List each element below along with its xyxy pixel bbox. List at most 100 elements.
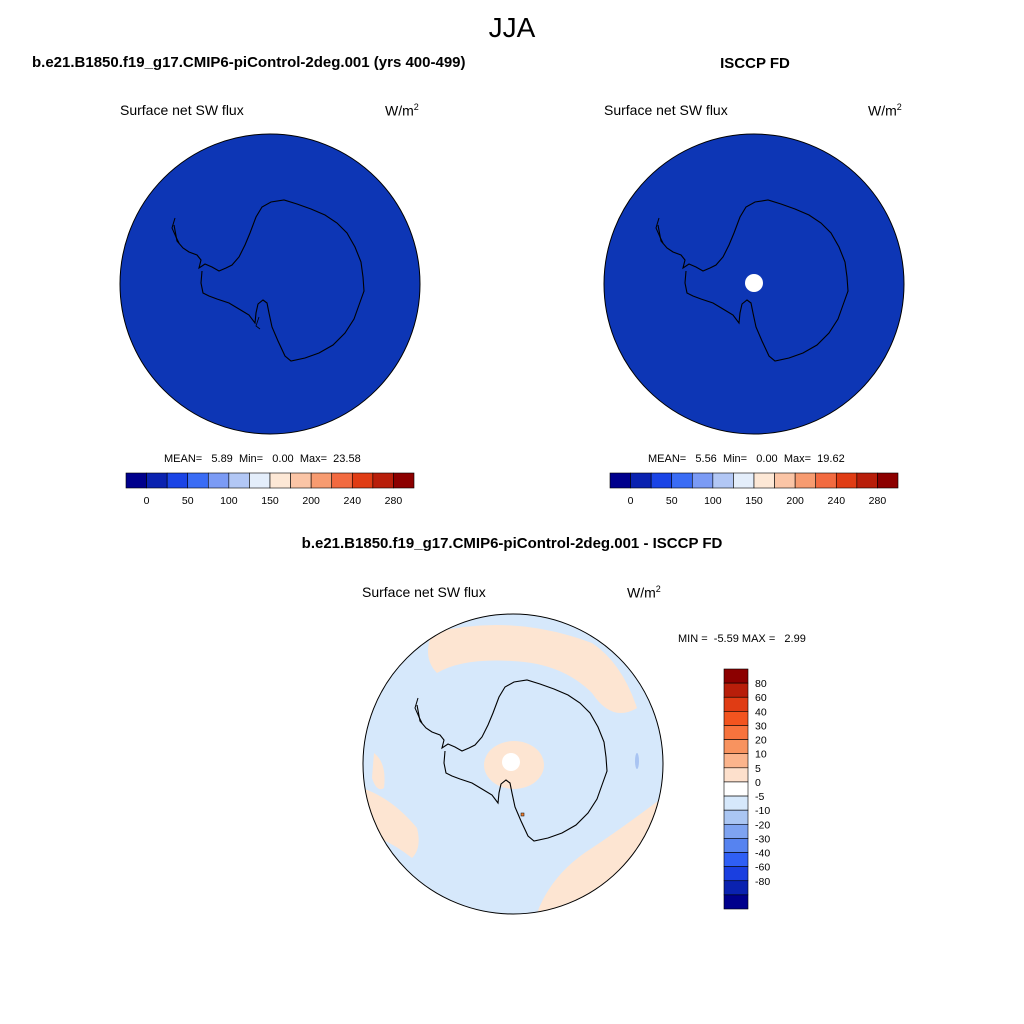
diff-max-label: MAX = bbox=[741, 633, 776, 645]
colorbar-tick-label: 50 bbox=[666, 495, 678, 507]
panel1-units-base: W/m bbox=[385, 102, 414, 119]
colorbar-swatch bbox=[671, 472, 693, 489]
colorbar-swatch bbox=[723, 880, 749, 896]
panel2-mean-label: MEAN= bbox=[648, 453, 687, 465]
colorbar-tick-label: 100 bbox=[704, 495, 722, 507]
colorbar-swatch bbox=[723, 852, 749, 867]
colorbar-swatch bbox=[393, 472, 415, 489]
colorbar-swatch bbox=[815, 472, 837, 489]
colorbar-tick-label: 100 bbox=[220, 495, 238, 507]
colorbar-swatch bbox=[723, 767, 749, 783]
colorbar-swatch bbox=[125, 472, 147, 489]
colorbar-swatch bbox=[753, 472, 775, 489]
colorbar-tick-label: 0 bbox=[755, 777, 761, 789]
colorbar-swatch bbox=[249, 472, 271, 489]
panel2-max-label: Max= bbox=[783, 453, 812, 465]
coast-detail bbox=[255, 316, 261, 330]
colorbar-tick-label: 40 bbox=[755, 706, 767, 718]
polar-missing-data bbox=[745, 274, 763, 292]
colorbar-swatch bbox=[290, 472, 312, 489]
panel2-colorbar: 050100150200240280320 bbox=[609, 472, 899, 507]
season-title: JJA bbox=[488, 12, 536, 43]
panel1-max-label: Max= bbox=[299, 453, 328, 465]
colorbar-tick-label: 0 bbox=[144, 495, 150, 507]
colorbar-tick-label: -10 bbox=[755, 805, 770, 817]
panel1-map bbox=[119, 133, 421, 435]
diff-variable: Surface net SW flux bbox=[362, 584, 486, 600]
colorbar-swatch bbox=[166, 472, 189, 489]
colorbar-tick-label: -80 bbox=[755, 876, 770, 888]
panel2-min: 0.00 bbox=[756, 453, 778, 465]
colorbar-swatch bbox=[723, 739, 749, 755]
colorbar-swatch bbox=[794, 472, 817, 489]
colorbar-tick-label: 10 bbox=[755, 749, 767, 761]
colorbar-tick-label: 150 bbox=[745, 495, 763, 507]
antarctic-peninsula bbox=[655, 217, 664, 244]
colorbar-tick-label: 50 bbox=[182, 495, 194, 507]
panel1-title: b.e21.B1850.f19_g17.CMIP6-piControl-2deg… bbox=[32, 54, 466, 71]
colorbar-tick-label: 80 bbox=[755, 678, 767, 690]
panel1-units-exp: 2 bbox=[413, 102, 419, 112]
panel1-mean-label: MEAN= bbox=[164, 453, 203, 465]
colorbar-tick-label: 0 bbox=[628, 495, 634, 507]
panel1-variable: Surface net SW flux bbox=[120, 102, 244, 118]
panel2-units: W/m2 bbox=[868, 102, 902, 119]
colorbar-swatch bbox=[723, 711, 749, 726]
colorbar-tick-label: 30 bbox=[755, 720, 767, 732]
positive-region bbox=[363, 788, 419, 858]
colorbar-swatch bbox=[228, 472, 250, 489]
colorbar-swatch bbox=[723, 823, 749, 839]
colorbar-swatch bbox=[269, 472, 291, 489]
colorbar-swatch bbox=[187, 472, 209, 489]
colorbar-tick-label: 20 bbox=[755, 735, 767, 747]
colorbar-swatch bbox=[207, 472, 230, 489]
diff-title: b.e21.B1850.f19_g17.CMIP6-piControl-2deg… bbox=[301, 535, 723, 552]
antarctic-peninsula bbox=[171, 217, 180, 244]
colorbar-swatch bbox=[351, 472, 374, 489]
panel1-units: W/m2 bbox=[385, 102, 419, 119]
colorbar-swatch bbox=[723, 682, 749, 698]
panel2-units-base: W/m bbox=[868, 102, 897, 119]
diff-min: -5.59 bbox=[713, 633, 739, 645]
colorbar-tick-label: 280 bbox=[385, 495, 403, 507]
diff-units-base: W/m bbox=[627, 584, 656, 601]
diff-min-label: MIN = bbox=[678, 633, 708, 645]
colorbar-tick-label: 280 bbox=[869, 495, 887, 507]
colorbar-swatch bbox=[331, 472, 353, 489]
colorbar-tick-label: -40 bbox=[755, 848, 770, 860]
panel1-max: 23.58 bbox=[333, 453, 361, 465]
polar-missing-data bbox=[502, 753, 520, 771]
colorbar-swatch bbox=[712, 472, 734, 489]
panel2-title: ISCCP FD bbox=[720, 55, 790, 72]
positive-spot bbox=[520, 812, 525, 817]
negative-spot bbox=[635, 753, 639, 769]
colorbar-swatch bbox=[650, 472, 673, 489]
colorbar-swatch bbox=[723, 725, 749, 740]
colorbar-swatch bbox=[723, 838, 749, 853]
colorbar-swatch bbox=[877, 472, 899, 489]
diff-max: 2.99 bbox=[784, 633, 806, 645]
positive-region bbox=[372, 753, 385, 790]
colorbar-swatch bbox=[774, 472, 796, 489]
antarctica-coastline bbox=[173, 199, 365, 362]
panel1-map-fill bbox=[119, 133, 421, 435]
colorbar-tick-label: -30 bbox=[755, 833, 770, 845]
colorbar-swatch bbox=[723, 753, 749, 769]
diff-units-exp: 2 bbox=[655, 584, 661, 594]
colorbar-tick-label: 200 bbox=[786, 495, 804, 507]
colorbar-tick-label: 5 bbox=[755, 763, 761, 775]
colorbar-swatch bbox=[723, 866, 749, 882]
colorbar-swatch bbox=[723, 696, 749, 712]
colorbar-swatch bbox=[609, 472, 631, 489]
panel1-colorbar: 050100150200240280320 bbox=[125, 472, 415, 507]
colorbar-tick-label: 200 bbox=[302, 495, 320, 507]
antarctic-peninsula bbox=[414, 697, 423, 724]
colorbar-swatch bbox=[856, 472, 878, 489]
colorbar-swatch bbox=[630, 472, 652, 489]
colorbar-swatch bbox=[691, 472, 714, 489]
colorbar-swatch bbox=[723, 668, 749, 684]
diff-map bbox=[362, 613, 664, 915]
colorbar-swatch bbox=[310, 472, 333, 489]
colorbar-swatch bbox=[835, 472, 858, 489]
panel2-units-exp: 2 bbox=[896, 102, 902, 112]
